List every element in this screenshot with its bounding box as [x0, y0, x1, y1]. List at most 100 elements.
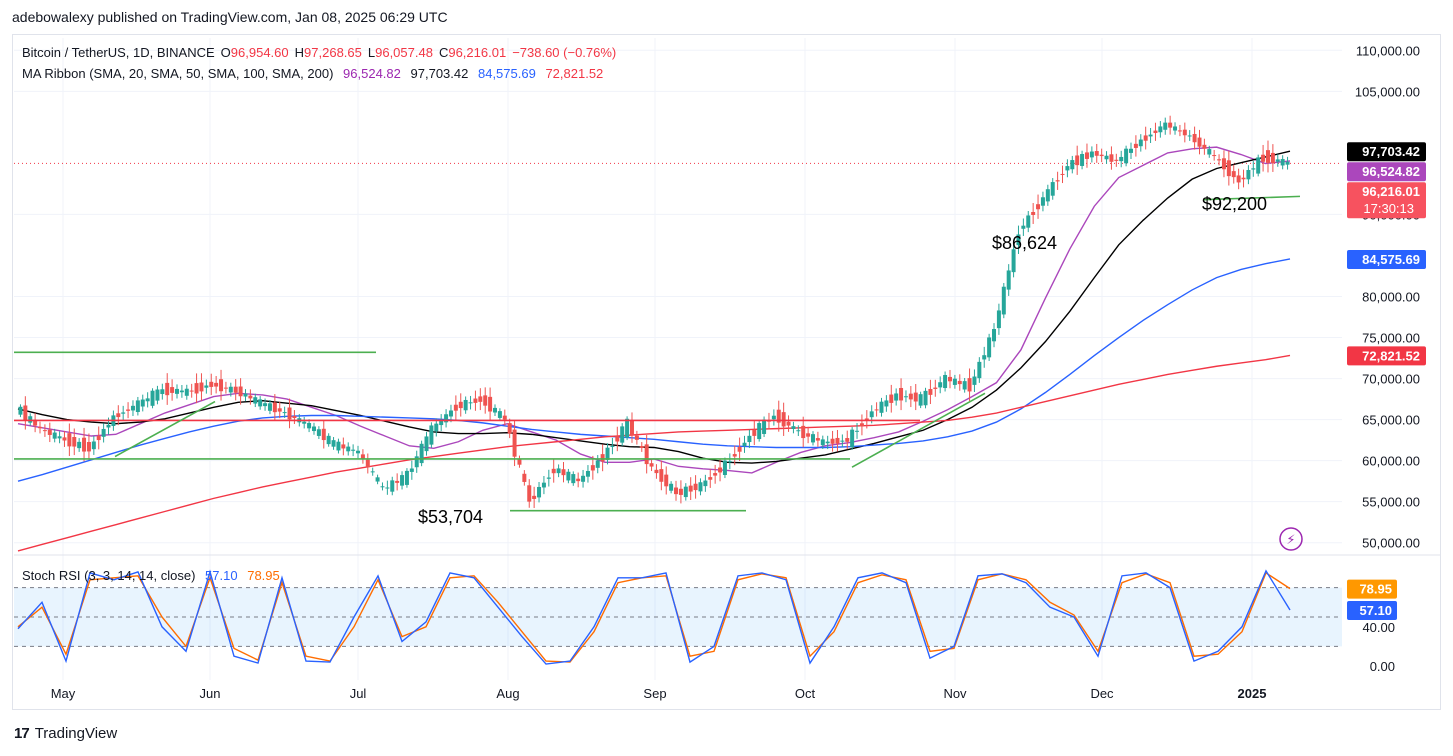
price-axis-tag-text: 96,216.01 [1362, 184, 1420, 199]
price-tick-label: 105,000.00 [1355, 84, 1420, 99]
candle-body [859, 423, 864, 427]
candle-body [996, 310, 1001, 329]
candle-body [116, 413, 121, 418]
price-annotation: $86,624 [992, 233, 1057, 253]
rsi-axis-tag [1347, 601, 1397, 621]
candle-body [1080, 154, 1085, 166]
candle-body [77, 441, 82, 449]
candle-body [1084, 152, 1089, 159]
candle-body [757, 423, 762, 440]
candle-body [1158, 126, 1163, 133]
candle-body [947, 376, 952, 382]
stoch-k-line [17, 569, 1291, 665]
price-tick-label: 55,000.00 [1362, 495, 1420, 510]
candle-body [1261, 154, 1266, 162]
candle-body [385, 487, 390, 489]
candle-body [101, 428, 106, 437]
lightning-icon [1279, 527, 1303, 551]
candle-body [439, 420, 444, 426]
candle-body [165, 382, 170, 396]
price-axis-tag [1347, 182, 1426, 219]
candle-body [855, 430, 860, 432]
candle-body [840, 440, 845, 442]
low-label: L [367, 45, 376, 60]
candle-body [957, 380, 962, 385]
candle-body [762, 419, 767, 434]
candle-body [962, 381, 967, 390]
candle-body [121, 412, 126, 414]
candle-body [414, 456, 419, 468]
candle-body [629, 420, 634, 436]
ma-line-ma200 [17, 354, 1291, 552]
stoch-d-line [17, 571, 1291, 663]
candle-body [1221, 158, 1226, 170]
time-label: Oct [795, 686, 816, 701]
stoch-legend: Stoch RSI (3, 3, 14, 14, close) 57.10 78… [22, 568, 286, 583]
candle-body [57, 436, 62, 439]
candle-body [493, 407, 497, 413]
candle-body [155, 389, 160, 401]
time-label: Dec [1090, 686, 1114, 701]
ma-ribbon-lines [17, 146, 1291, 552]
candle-body [1251, 168, 1256, 170]
candle-body [1212, 155, 1217, 157]
candle-body [409, 468, 414, 472]
candle-body [1275, 159, 1280, 162]
trend-lines [14, 195, 1301, 512]
grid-lines [14, 38, 1440, 680]
candle-body [223, 387, 228, 389]
footer-brand: TradingView [34, 725, 118, 742]
candle-body [1192, 133, 1197, 143]
candle-body [1099, 154, 1104, 157]
close-label: C [438, 45, 449, 60]
ma20-value: 96,524.82 [343, 66, 401, 81]
candle-body [72, 437, 77, 447]
candle-body [918, 394, 923, 406]
time-label: Jul [350, 686, 367, 701]
candle-body [214, 382, 219, 387]
candle-body [91, 441, 96, 450]
candle-body [1133, 143, 1138, 148]
candle-body [473, 398, 478, 403]
candle-body [199, 382, 204, 392]
price-axis-tag-text: 84,575.69 [1362, 252, 1420, 267]
candle-body [233, 386, 238, 393]
candle-body [742, 442, 747, 447]
candle-body [718, 467, 723, 473]
candle-body [238, 386, 243, 397]
tradingview-logo-icon: 17 [14, 725, 30, 742]
candle-body [258, 399, 263, 407]
candle-body [463, 399, 468, 411]
time-label: Aug [496, 686, 519, 701]
candle-body [899, 387, 904, 401]
candle-body [1070, 160, 1075, 170]
candle-body [576, 478, 581, 482]
candle-body [1270, 152, 1275, 164]
candle-body [444, 414, 449, 423]
candle-body [664, 474, 669, 487]
high-value: 97,268.65 [304, 45, 362, 60]
candle-body [581, 475, 586, 482]
candle-body [1114, 159, 1119, 161]
candle-body [992, 329, 997, 342]
candle-body [1163, 122, 1168, 130]
ma-line-ma50 [17, 150, 1291, 464]
candle-body [448, 410, 453, 417]
candle-body [693, 483, 698, 491]
candle-body [331, 440, 336, 447]
candle-body [1177, 130, 1182, 132]
candle-body [571, 474, 576, 484]
candle-body [130, 405, 135, 411]
candle-body [365, 459, 370, 468]
candle-body [527, 485, 532, 502]
candle-body [595, 460, 600, 468]
candle-body [1182, 129, 1187, 136]
candle-body [806, 433, 811, 437]
candle-body [874, 409, 879, 411]
candle-body [311, 426, 316, 432]
time-label: Sep [643, 686, 666, 701]
candle-body [551, 468, 556, 474]
candle-body [47, 429, 52, 435]
ma100-value: 84,575.69 [477, 66, 536, 81]
